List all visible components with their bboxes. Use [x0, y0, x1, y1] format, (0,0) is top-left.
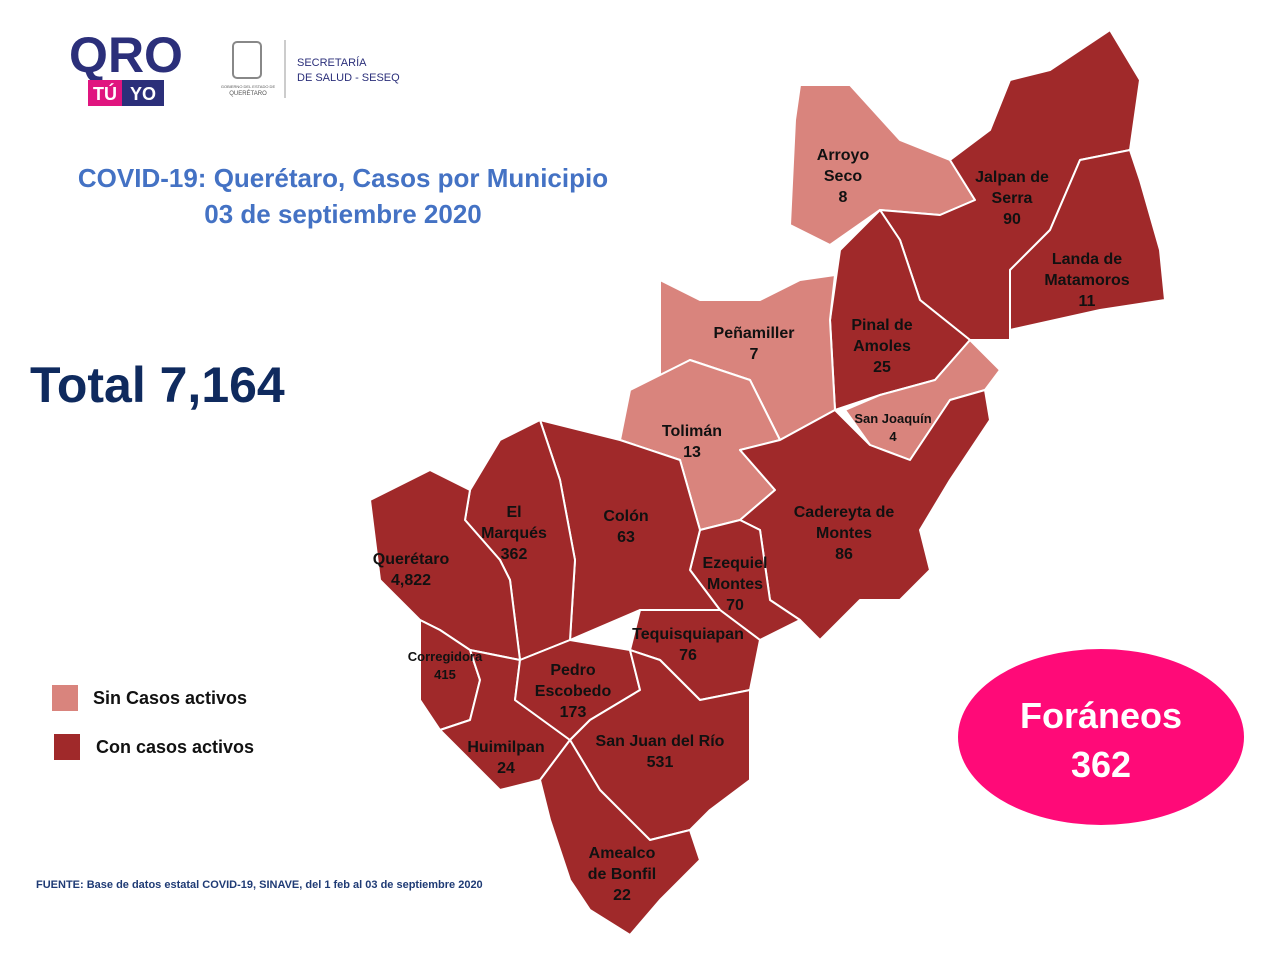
- legend-swatch: [52, 685, 78, 711]
- municipality-area: [1009, 149, 1166, 331]
- source: FUENTE: Base de datos estatal COVID-19, …: [36, 879, 483, 891]
- logo-box: [88, 80, 122, 106]
- municipality-name: Seco: [824, 168, 862, 185]
- labels: Arroyo Seco 8 Jalpan de Serra 90 Landa de Matam…: [373, 147, 1130, 904]
- case-count: 4: [889, 429, 897, 444]
- municipality-area: [539, 739, 701, 936]
- municipality-name: Cadereyta de: [794, 504, 895, 521]
- municipality-label: Tequisquiapan 76: [632, 626, 744, 664]
- case-count: 362: [501, 546, 528, 563]
- foraneos-badge: [958, 649, 1244, 825]
- municipality-name: Corregidora: [408, 649, 483, 664]
- logo-sub: TÚ: [93, 83, 117, 104]
- municipality-name: Pedro: [550, 662, 596, 679]
- municipality-label: Amealco de Bonfil 22: [588, 845, 656, 904]
- municipality-name: Jalpan de: [975, 169, 1049, 186]
- municipality-label: Arroyo Seco 8: [817, 147, 870, 206]
- municipality-name: Serra: [992, 190, 1033, 207]
- case-count: 25: [873, 359, 891, 376]
- municipality-label: Pedro Escobedo 173: [535, 662, 612, 721]
- municipality-label: Jalpan de Serra 90: [975, 169, 1049, 228]
- municipality-name: Peñamiller: [714, 325, 795, 342]
- foraneos-cases: 362: [1071, 744, 1131, 785]
- legend: Sin Casos activos Con casos activos: [52, 685, 254, 760]
- case-count: 415: [434, 667, 456, 682]
- municipality-name: Arroyo: [817, 147, 870, 164]
- municipality-name: San Joaquín: [854, 411, 931, 426]
- municipality-name: de Bonfil: [588, 866, 656, 883]
- logo: QRO TÚ YO GOBIERNO DEL ESTADO DE QUERÉTA…: [69, 27, 400, 106]
- municipality-name: Escobedo: [535, 683, 612, 700]
- agency-line: SECRETARÍA: [297, 56, 367, 69]
- municipality-name: Montes: [707, 576, 763, 593]
- municipality-label: Landa de Matamoros 11: [1044, 251, 1129, 310]
- municipality-name: Ezequiel: [703, 555, 768, 572]
- municipality-label: Ezequiel Montes 70: [703, 555, 768, 614]
- municipality-name: Landa de: [1052, 251, 1122, 268]
- municipality-name: Colón: [603, 508, 648, 525]
- municipality-label: Querétaro 4,822: [373, 551, 450, 589]
- municipality-label: Cadereyta de Montes 86: [794, 504, 895, 563]
- legend-label: Con casos activos: [96, 737, 254, 757]
- total: Total 7,164: [30, 357, 285, 413]
- case-count: 8: [839, 189, 848, 206]
- municipality-name: Tequisquiapan: [632, 626, 744, 643]
- case-count: 86: [835, 546, 853, 563]
- subtitle: 03 de septiembre 2020: [204, 199, 482, 229]
- municipality-label: Corregidora 415: [408, 649, 483, 682]
- case-count: 531: [647, 754, 674, 771]
- title: COVID-19: Querétaro, Casos por Municipio: [78, 163, 608, 193]
- municipality-name: Matamoros: [1044, 272, 1129, 289]
- case-count: 13: [683, 444, 701, 461]
- municipality-label: San Joaquín 4: [854, 411, 931, 444]
- case-count: 76: [679, 647, 697, 664]
- municipality-label: Peñamiller 7: [714, 325, 795, 363]
- gov-line: QUERÉTARO: [229, 90, 267, 97]
- municipality-name: Amealco: [589, 845, 656, 862]
- municipality-label: Tolimán 13: [662, 423, 722, 461]
- case-count: 22: [613, 887, 631, 904]
- municipality-name: Tolimán: [662, 423, 722, 440]
- case-count: 70: [726, 597, 744, 614]
- foraneos-label: Foráneos: [1020, 695, 1182, 736]
- municipality-name: Marqués: [481, 525, 547, 542]
- gov-line: GOBIERNO DEL ESTADO DE: [221, 84, 276, 89]
- logo-main: QRO: [69, 27, 183, 83]
- logo-sub: YO: [130, 84, 156, 104]
- municipality-name: Montes: [816, 525, 872, 542]
- agency-line: DE SALUD - SESEQ: [297, 72, 400, 84]
- case-count: 24: [497, 760, 515, 777]
- municipality-name: El: [506, 504, 521, 521]
- logo-box: [122, 80, 164, 106]
- municipality-name: Pinal de: [851, 317, 912, 334]
- municipality-label: San Juan del Río 531: [596, 733, 725, 771]
- municipality-area: [369, 469, 521, 661]
- case-count: 7: [750, 346, 759, 363]
- case-count: 173: [560, 704, 587, 721]
- coat-of-arms: [232, 41, 262, 79]
- municipality-name: Querétaro: [373, 551, 450, 568]
- legend-label: Sin Casos activos: [93, 688, 247, 708]
- case-count: 4,822: [391, 572, 431, 589]
- municipality-label: El Marqués 362: [481, 504, 547, 563]
- municipality-label: Huimilpan 24: [467, 739, 544, 777]
- municipality-label: Colón 63: [603, 508, 648, 546]
- municipalities: [369, 29, 1166, 936]
- case-count: 11: [1079, 293, 1096, 310]
- municipality-name: San Juan del Río: [596, 733, 725, 750]
- case-count: 90: [1003, 211, 1021, 228]
- municipality-label: Pinal de Amoles 25: [851, 317, 912, 376]
- municipality-name: Huimilpan: [467, 739, 544, 756]
- legend-swatch: [54, 734, 80, 760]
- case-count: 63: [617, 529, 635, 546]
- municipality-name: Amoles: [853, 338, 911, 355]
